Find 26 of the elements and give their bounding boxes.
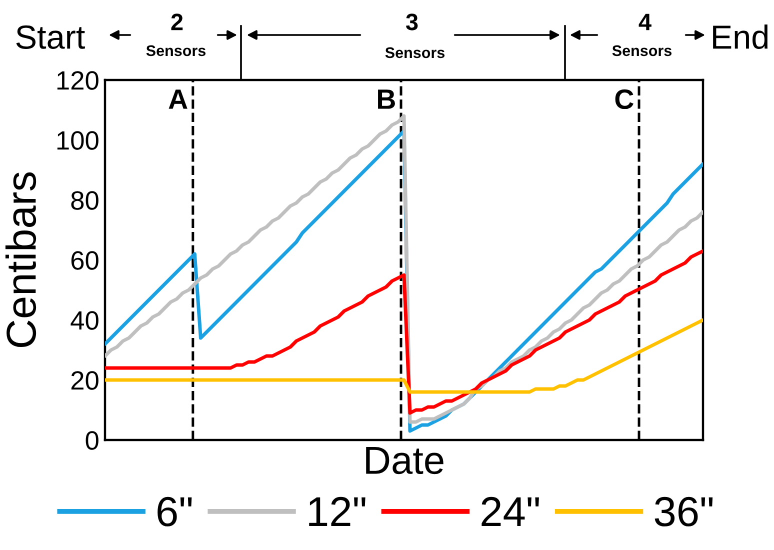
y-tick-label: 0 [86, 431, 98, 450]
line-series [105, 249, 703, 415]
y-tick-label: 80 [71, 191, 98, 210]
annotation: B [378, 90, 395, 109]
y-tick-label: 120 [57, 71, 98, 90]
text: End [713, 24, 768, 49]
legend-label: 6" [158, 496, 192, 526]
text: 3 [406, 14, 418, 30]
text: 2 [171, 14, 183, 30]
legend-label: 36" [654, 496, 713, 526]
annotation: C [615, 89, 634, 110]
text: Sensors [612, 45, 672, 56]
text: Sensors [146, 45, 206, 56]
y-tick-label: 100 [57, 131, 98, 150]
line-series [105, 318, 703, 394]
y-axis-title: Centibars [5, 172, 36, 348]
y-tick-label: 40 [70, 311, 98, 330]
legend-label: 12" [309, 496, 366, 526]
text: Start [16, 25, 85, 49]
x-axis-title: Date [366, 446, 444, 474]
y-tick-label: 60 [71, 251, 98, 270]
text: 4 [638, 14, 652, 30]
annotation: A [168, 90, 188, 109]
legend-label: 24" [482, 496, 539, 526]
y-tick-label: 20 [71, 371, 98, 390]
text: Sensors [385, 47, 445, 58]
